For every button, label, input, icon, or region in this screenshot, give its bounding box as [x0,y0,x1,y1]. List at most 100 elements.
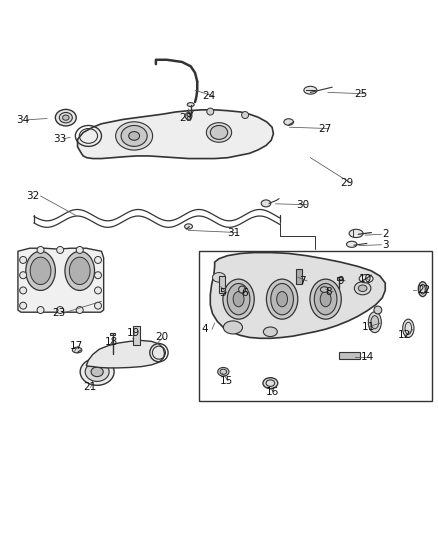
Ellipse shape [321,287,328,293]
Ellipse shape [55,109,76,126]
Ellipse shape [320,292,331,307]
Bar [199,251,432,401]
Circle shape [57,246,64,254]
Text: 28: 28 [179,112,192,123]
Ellipse shape [277,292,288,307]
Bar [336,277,342,279]
Ellipse shape [263,378,278,389]
Ellipse shape [403,319,414,337]
Ellipse shape [284,119,293,125]
Text: 9: 9 [337,276,344,286]
Text: 3: 3 [382,240,389,250]
Circle shape [242,111,249,118]
Text: 21: 21 [83,383,96,392]
Circle shape [95,302,102,309]
Circle shape [20,287,27,294]
Ellipse shape [223,321,243,334]
Bar [133,326,140,345]
Ellipse shape [346,241,357,247]
Ellipse shape [59,112,72,123]
Text: 10: 10 [359,273,372,284]
Ellipse shape [30,257,51,285]
Ellipse shape [80,358,114,385]
Polygon shape [78,110,273,158]
Ellipse shape [223,279,254,319]
Ellipse shape [349,229,363,238]
Text: 27: 27 [318,124,332,134]
Ellipse shape [233,292,244,307]
Text: 32: 32 [27,191,40,201]
Ellipse shape [359,274,373,283]
Circle shape [185,112,192,119]
Text: 34: 34 [17,115,30,125]
Ellipse shape [239,286,246,293]
Text: 6: 6 [242,288,248,297]
Ellipse shape [354,282,371,295]
Text: 14: 14 [360,352,374,362]
Bar [297,269,302,284]
Text: 5: 5 [219,288,226,297]
Text: 7: 7 [299,276,306,286]
Ellipse shape [210,125,228,140]
Ellipse shape [371,316,379,329]
Text: 20: 20 [155,333,168,342]
Polygon shape [86,341,165,368]
Circle shape [20,256,27,263]
Ellipse shape [72,347,82,353]
Text: 17: 17 [70,341,83,351]
Text: 33: 33 [53,134,66,144]
Ellipse shape [129,132,140,140]
Ellipse shape [116,122,152,150]
Circle shape [37,306,44,313]
Text: 22: 22 [417,285,430,295]
Ellipse shape [310,279,341,319]
Text: 30: 30 [297,200,310,209]
Text: 23: 23 [53,308,66,318]
Text: 25: 25 [354,88,367,99]
Ellipse shape [368,312,381,333]
Circle shape [207,108,214,115]
Ellipse shape [185,224,192,229]
Text: 12: 12 [397,330,411,340]
Circle shape [76,306,83,313]
Polygon shape [210,253,385,338]
Ellipse shape [271,284,293,315]
Text: 16: 16 [266,387,279,397]
Circle shape [37,246,44,254]
Text: 19: 19 [127,328,140,338]
Text: 11: 11 [361,321,374,332]
Ellipse shape [187,103,194,107]
Ellipse shape [227,284,250,315]
Circle shape [20,272,27,279]
Bar [339,352,360,359]
Text: 24: 24 [202,91,215,101]
Text: 4: 4 [201,324,208,334]
Ellipse shape [304,86,317,94]
Text: 18: 18 [105,337,118,347]
Ellipse shape [85,362,109,382]
Circle shape [57,306,64,313]
Ellipse shape [121,125,147,147]
Ellipse shape [65,251,95,290]
Ellipse shape [212,272,226,282]
Ellipse shape [69,257,90,285]
Bar [219,276,225,294]
Circle shape [76,246,83,254]
Polygon shape [18,248,104,312]
Text: 31: 31 [227,228,240,238]
Circle shape [20,302,27,309]
Circle shape [95,287,102,294]
Text: 8: 8 [325,287,332,297]
Text: 29: 29 [340,178,353,188]
Ellipse shape [63,115,69,120]
Ellipse shape [261,200,271,207]
Circle shape [95,272,102,279]
Ellipse shape [263,327,277,336]
Ellipse shape [218,367,229,376]
Ellipse shape [418,282,427,296]
Ellipse shape [358,285,367,292]
Ellipse shape [266,279,298,319]
Bar [110,333,116,335]
Ellipse shape [314,284,337,315]
Ellipse shape [374,306,382,314]
